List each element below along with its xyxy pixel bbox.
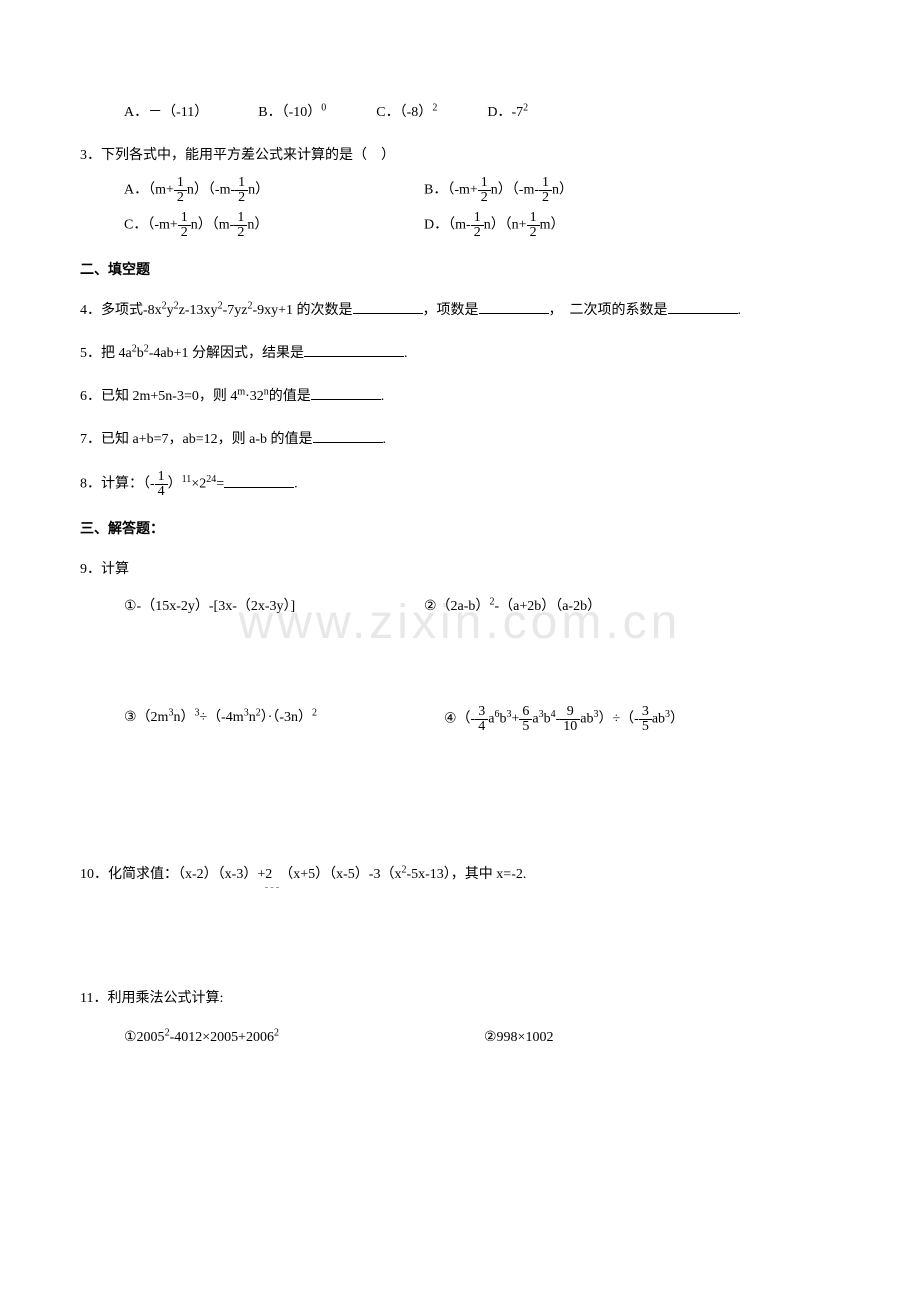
q3-row2: C．（-m+12n）（m-12n） D．（m-12n）（n+12m） — [124, 211, 840, 240]
blank — [224, 474, 294, 488]
blank — [311, 386, 381, 400]
q2-opt-a: A．－（-11） — [124, 100, 208, 125]
q9-c3: ③（2m3n）3÷（-4m3n2）·（-3n）2 — [124, 705, 444, 734]
sup: 2 — [432, 102, 437, 113]
blank — [313, 429, 383, 443]
q11-b: ②998×1002 — [484, 1025, 840, 1050]
opt-text: （-10） — [282, 105, 322, 120]
q9-c1: ①-（15x-2y）-[3x-（2x-3y）] — [124, 594, 424, 619]
q7: 7．已知 a+b=7，ab=12，则 a-b 的值是. — [80, 427, 840, 452]
q9-c4: ④（-34a6b3+65a3b4-910ab3）÷（-35ab3） — [444, 705, 840, 734]
q3-opt-b: B．（-m+12n）（-m-12n） — [424, 176, 840, 205]
blank — [668, 300, 738, 314]
q3-stem: 3．下列各式中，能用平方差公式来计算的是（ ） — [80, 143, 840, 168]
q9-row1: ①-（15x-2y）-[3x-（2x-3y）] ②（2a-b）2-（a+2b）（… — [124, 594, 840, 619]
q11-row: ①20052-4012×2005+20062 ②998×1002 — [124, 1025, 840, 1050]
opt-label: B． — [424, 183, 447, 198]
q2-options: A．－（-11） B．（-10）0 C．（-8）2 D．-72 — [80, 100, 840, 125]
q3-opt-a: A．（m+12n）（-m-12n） — [124, 176, 424, 205]
opt-label: C． — [124, 218, 147, 233]
opt-text: （-8） — [400, 105, 433, 120]
dashed-underline: 2 — [265, 862, 279, 888]
q9-c2: ②（2a-b）2-（a+2b）（a-2b） — [424, 594, 840, 619]
opt-label: D． — [424, 218, 448, 233]
q3-opt-c: C．（-m+12n）（m-12n） — [124, 211, 424, 240]
section-3-header: 三、解答题： — [80, 517, 840, 542]
blank — [479, 300, 549, 314]
q3: 3．下列各式中，能用平方差公式来计算的是（ ） A．（m+12n）（-m-12n… — [80, 143, 840, 240]
q6: 6．已知 2m+5n-3=0，则 4m·32n的值是. — [80, 384, 840, 409]
q11: 11．利用乘法公式计算: ①20052-4012×2005+20062 ②998… — [80, 986, 840, 1050]
page-content: A．－（-11） B．（-10）0 C．（-8）2 D．-72 3．下列各式中，… — [80, 100, 840, 1050]
blank — [353, 300, 423, 314]
q4: 4．多项式-8x2y2z-13xy2-7yz2-9xy+1 的次数是，项数是， … — [80, 298, 840, 323]
q9-row2: ③（2m3n）3÷（-4m3n2）·（-3n）2 ④（-34a6b3+65a3b… — [124, 705, 840, 734]
opt-label: D． — [487, 105, 511, 120]
q10: 10．化简求值：（x-2）（x-3）+2（x+5）（x-5）-3（x2-5x-1… — [80, 862, 840, 888]
q2-opt-b: B．（-10）0 — [258, 100, 326, 125]
opt-label: B． — [258, 105, 281, 120]
q8: 8．计算：（-14）11×224=. — [80, 470, 840, 499]
q2-opt-d: D．-72 — [487, 100, 528, 125]
opt-text: -7 — [511, 105, 523, 120]
opt-text: －（-11） — [148, 105, 208, 120]
q9: 9．计算 ①-（15x-2y）-[3x-（2x-3y）] ②（2a-b）2-（a… — [80, 557, 840, 734]
section-2-header: 二、填空题 — [80, 258, 840, 283]
opt-label: C． — [376, 105, 399, 120]
sup: 0 — [321, 102, 326, 113]
sup: 2 — [523, 102, 528, 113]
q9-stem: 9．计算 — [80, 557, 840, 582]
q11-stem: 11．利用乘法公式计算: — [80, 986, 840, 1011]
q2-opt-c: C．（-8）2 — [376, 100, 437, 125]
q3-opt-d: D．（m-12n）（n+12m） — [424, 211, 840, 240]
opt-label: A． — [124, 183, 148, 198]
q11-a: ①20052-4012×2005+20062 — [124, 1025, 484, 1050]
blank — [304, 343, 404, 357]
opt-label: A． — [124, 105, 148, 120]
q5: 5．把 4a2b2-4ab+1 分解因式，结果是. — [80, 341, 840, 366]
q3-row1: A．（m+12n）（-m-12n） B．（-m+12n）（-m-12n） — [124, 176, 840, 205]
